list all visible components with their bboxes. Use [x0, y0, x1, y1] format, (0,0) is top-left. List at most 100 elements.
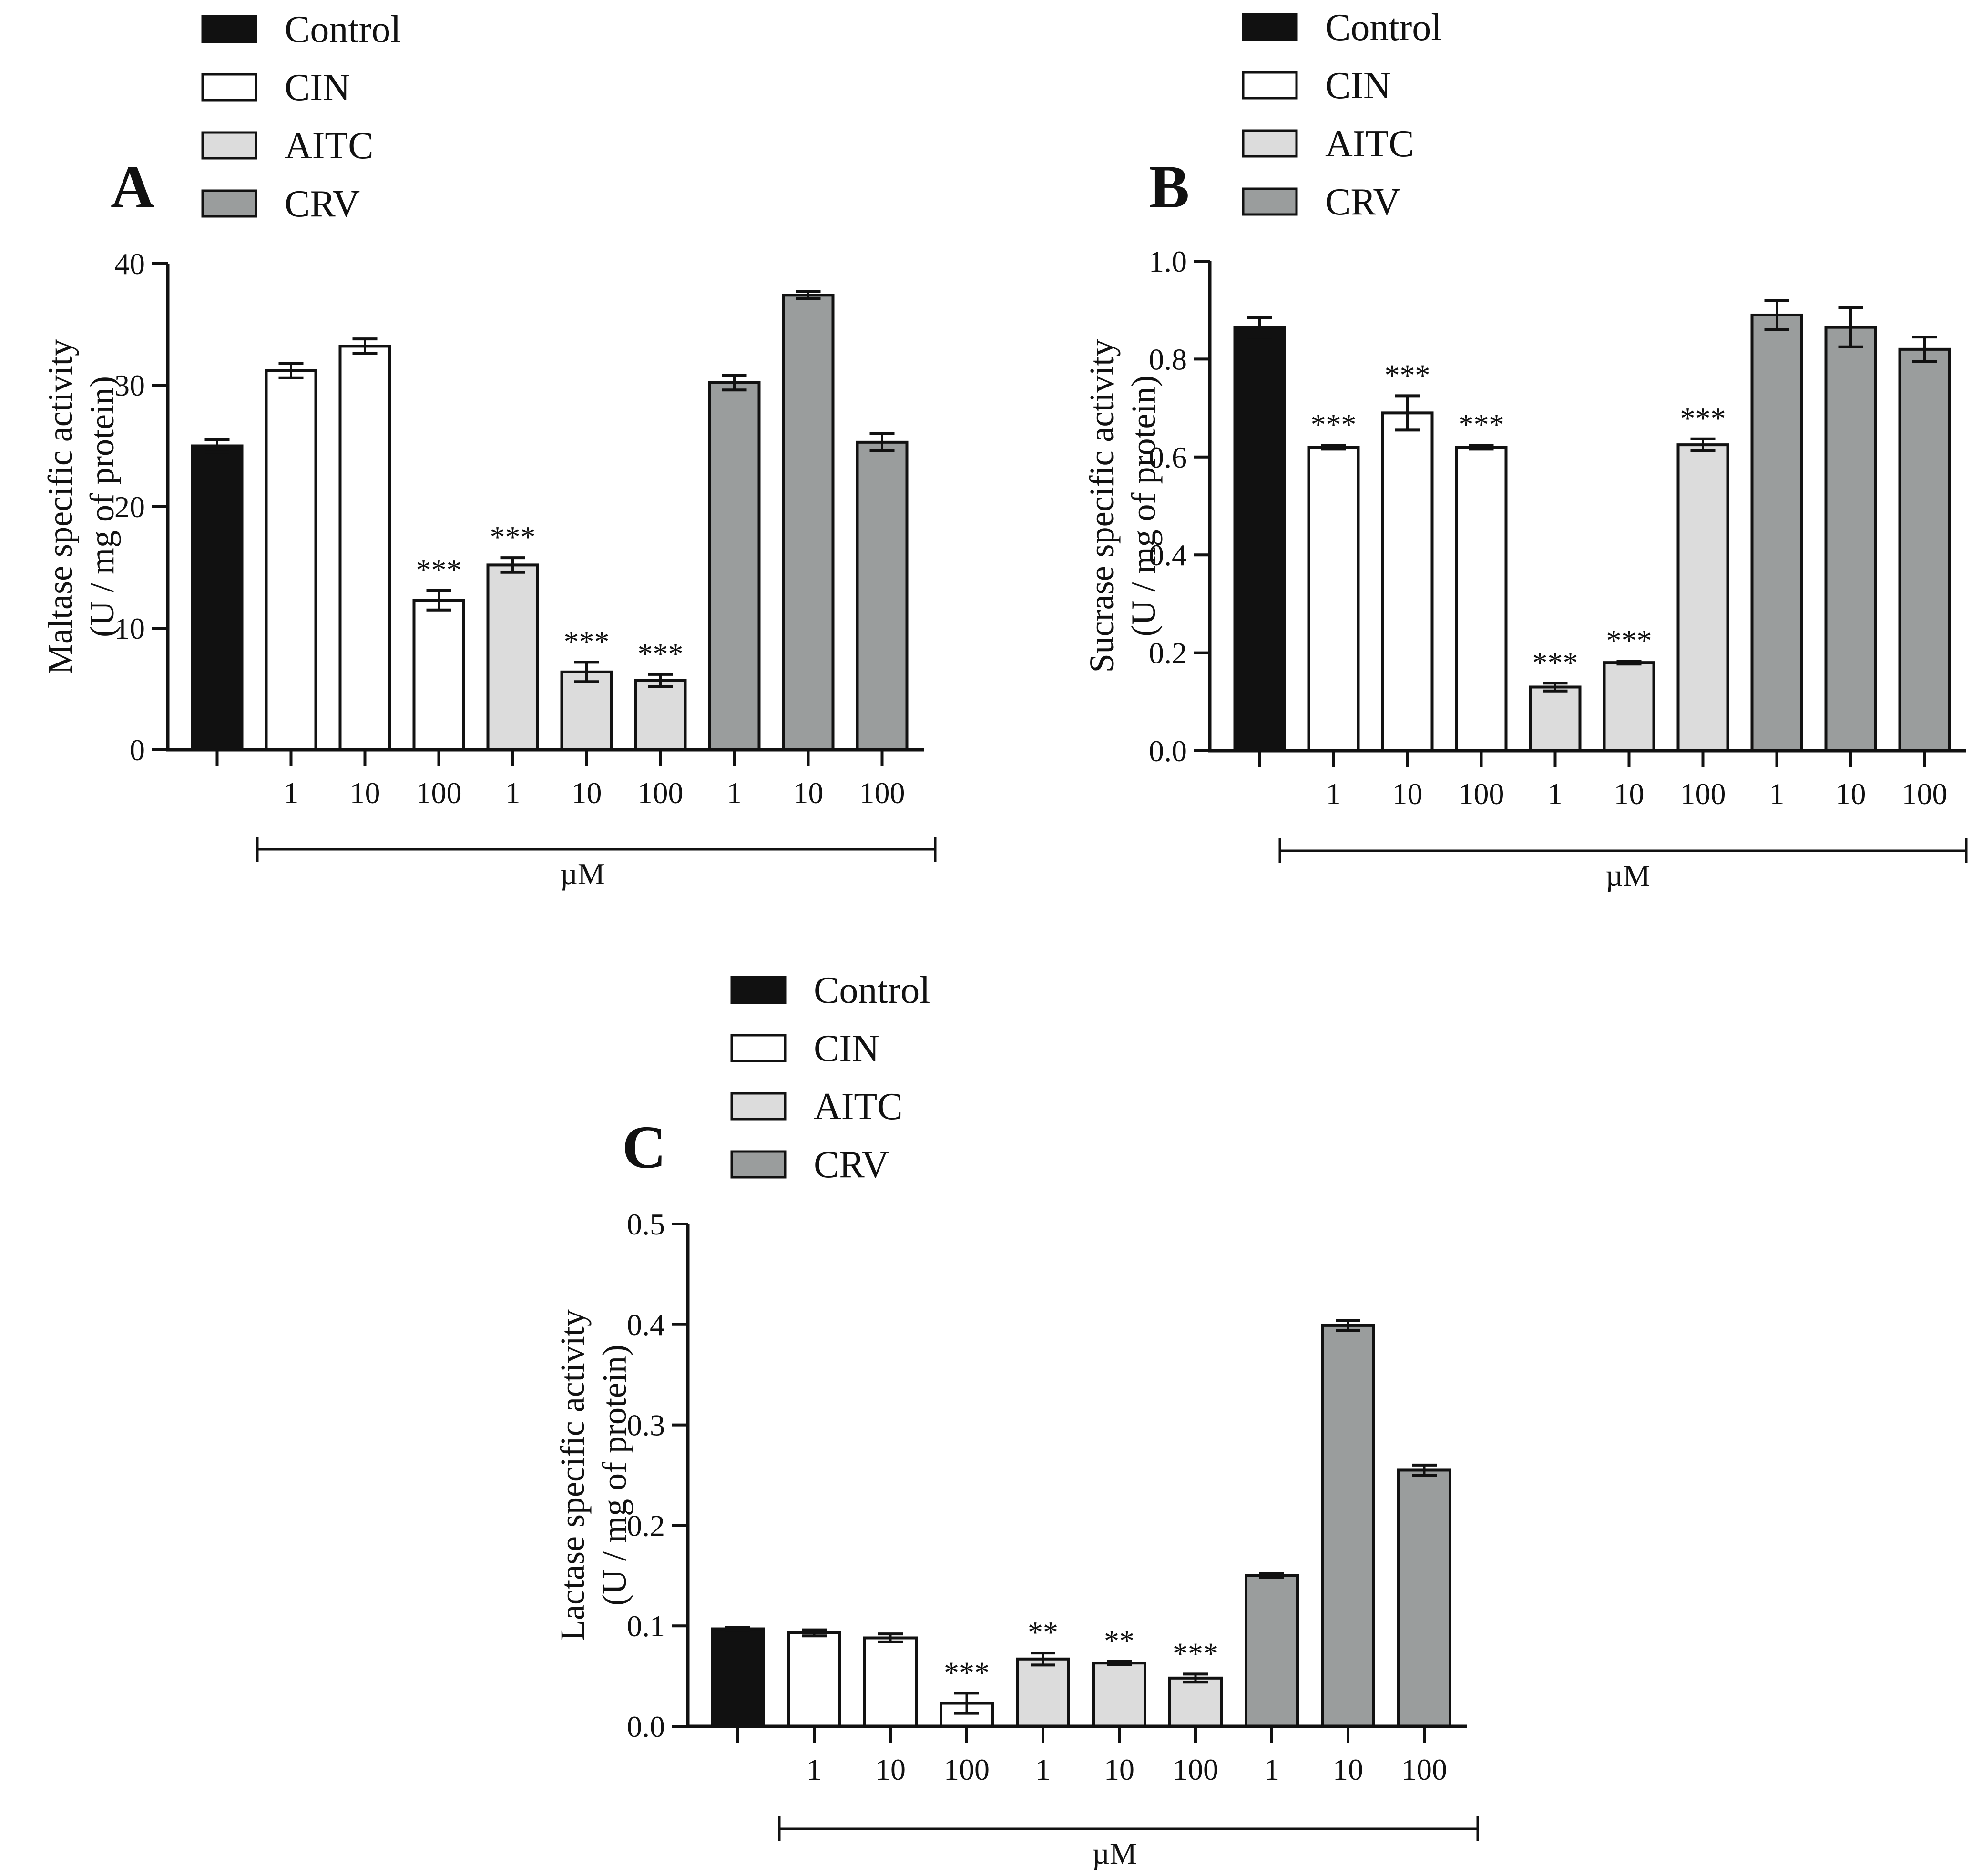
x-tick-label: 100: [1902, 777, 1948, 811]
x-tick-label: 100: [1401, 1753, 1447, 1786]
unit-label: µM: [560, 857, 605, 891]
bar-aitc-100: [1168, 1676, 1223, 1728]
x-tick-label: 100: [1459, 777, 1504, 811]
y-tick-label: 0.0: [1149, 734, 1187, 768]
panel-letter: B: [1149, 153, 1189, 221]
x-tick-label: 10: [1614, 777, 1645, 811]
x-tick-label: 1: [1548, 777, 1563, 811]
y-tick-label: 1.0: [1149, 245, 1187, 278]
x-tick-label: 100: [1680, 777, 1726, 811]
y-tick-label: 10: [114, 612, 145, 645]
chart-panel-c: Control CIN AITC CRV C Lactase specific activ…: [553, 969, 1479, 1870]
bar-control: [711, 1627, 765, 1728]
bar-aitc-100: [634, 679, 687, 752]
significance-marker: **: [1104, 1624, 1134, 1658]
bar-crv-1: [1750, 313, 1803, 752]
legend-swatch-aitc: [730, 1092, 787, 1121]
y-tick-label: 0.4: [627, 1308, 665, 1342]
legend-label-control: Control: [285, 9, 401, 51]
x-tick-label: 10: [875, 1753, 906, 1786]
x-tick-label: 10: [793, 776, 824, 810]
bar-cin-10: [1381, 411, 1434, 752]
y-tick-label: 0.6: [1149, 440, 1187, 474]
legend-label-control: Control: [814, 969, 930, 1011]
legend-swatch-aitc: [1242, 129, 1298, 158]
x-tick-label: 1: [727, 776, 742, 810]
x-tick-label: 1: [1035, 1753, 1051, 1786]
y-axis-title: Maltase specific activity: [41, 339, 79, 674]
legend-swatch-control: [1242, 13, 1298, 41]
significance-marker: ***: [1385, 358, 1430, 392]
legend-swatch-control: [730, 976, 787, 1004]
significance-marker: ***: [1532, 645, 1578, 679]
x-tick-label: 1: [1326, 777, 1341, 811]
x-tick-label: 10: [1333, 1753, 1363, 1786]
significance-marker: ***: [1311, 408, 1357, 441]
y-tick-label: 0.1: [627, 1609, 665, 1643]
legend-label-crv: CRV: [1325, 181, 1400, 223]
bar-control: [191, 444, 244, 751]
bar-crv-100: [1898, 347, 1951, 752]
legend-label-aitc: AITC: [1325, 123, 1414, 165]
bar-aitc-10: [560, 670, 613, 752]
bar-crv-10: [1321, 1324, 1375, 1728]
x-tick-label: 1: [505, 776, 521, 810]
bar-aitc-1: [1529, 685, 1582, 752]
y-tick-label: 0.4: [1149, 538, 1187, 572]
legend-label-aitc: AITC: [814, 1086, 903, 1128]
bar-crv-100: [1397, 1468, 1451, 1728]
significance-marker: ***: [1173, 1636, 1218, 1670]
y-tick-label: 0.8: [1149, 342, 1187, 376]
legend-swatch-control: [201, 15, 257, 43]
legend-swatch-cin: [201, 73, 257, 102]
x-tick-label: 100: [638, 776, 684, 810]
significance-marker: **: [1028, 1615, 1058, 1649]
bar-aitc-10: [1092, 1662, 1146, 1728]
significance-marker: ***: [1606, 623, 1652, 657]
legend-label-crv: CRV: [285, 183, 360, 225]
bar-cin-100: [1455, 446, 1508, 752]
x-tick-label: 10: [572, 776, 602, 810]
x-tick-label: 1: [1769, 777, 1785, 811]
legend-swatch-cin: [1242, 71, 1298, 100]
y-axis-title-unit: (U / mg of protein): [595, 1345, 633, 1606]
bar-crv-10: [782, 294, 835, 751]
y-axis-title-unit: (U / mg of protein): [1124, 376, 1163, 637]
y-tick-label: 0: [130, 733, 145, 767]
legend-swatch-crv: [730, 1150, 787, 1179]
bar-cin-10: [338, 345, 391, 751]
bar-aitc-1: [486, 563, 539, 752]
panel-letter: C: [622, 1113, 666, 1181]
bar-aitc-100: [1676, 443, 1729, 752]
bar-cin-1: [787, 1631, 841, 1728]
x-tick-label: 10: [1392, 777, 1423, 811]
y-tick-label: 0.3: [627, 1408, 665, 1442]
significance-marker: ***: [564, 624, 610, 658]
x-tick-label: 1: [1264, 1753, 1279, 1786]
significance-marker: ***: [638, 637, 684, 671]
x-tick-label: 100: [944, 1753, 990, 1786]
legend-label-cin: CIN: [1325, 65, 1391, 107]
bar-control: [1233, 326, 1286, 752]
significance-marker: ***: [944, 1655, 990, 1689]
y-tick-label: 0.0: [627, 1710, 665, 1743]
significance-marker: ***: [1680, 401, 1726, 435]
y-axis-title-unit: (U / mg of protein): [83, 376, 121, 637]
bar-crv-100: [856, 440, 909, 751]
significance-marker: ***: [490, 520, 536, 554]
bar-cin-1: [265, 369, 317, 751]
y-tick-label: 30: [114, 368, 145, 402]
x-tick-label: 1: [807, 1753, 822, 1786]
x-tick-label: 100: [416, 776, 462, 810]
significance-marker: ***: [416, 553, 462, 587]
legend-label-crv: CRV: [814, 1144, 889, 1186]
bar-cin-10: [863, 1636, 918, 1728]
bar-crv-1: [1245, 1574, 1299, 1728]
legend-label-control: Control: [1325, 7, 1441, 49]
panel-letter: A: [111, 153, 154, 221]
significance-marker: ***: [1459, 408, 1504, 441]
legend-swatch-crv: [201, 189, 257, 218]
x-tick-label: 10: [1104, 1753, 1134, 1786]
unit-label: µM: [1605, 858, 1650, 892]
